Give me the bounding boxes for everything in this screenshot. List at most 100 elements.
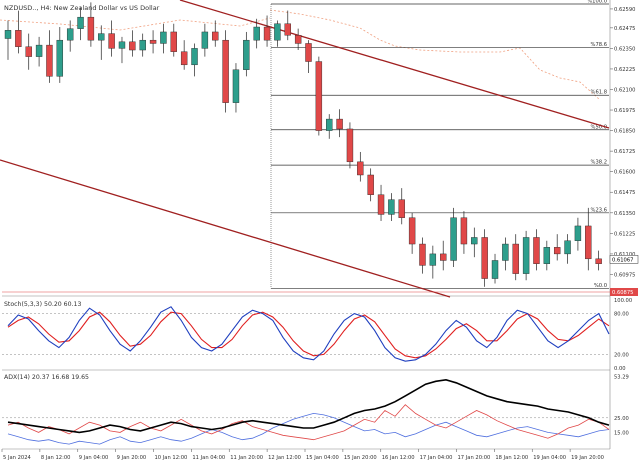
adx-panel[interactable] (2, 378, 610, 445)
candle-bull[interactable] (139, 39, 146, 51)
candle-bull[interactable] (502, 243, 509, 261)
candle-bull[interactable] (191, 48, 198, 66)
fib-level-label: %38.2 (591, 160, 607, 166)
candle-bull[interactable] (160, 31, 167, 44)
candle-bull[interactable] (4, 30, 12, 39)
symbol-title: NZDUSD.., H4: New Zealand Dollar vs US D… (4, 4, 160, 12)
price-tick-label: 0.61725 (614, 149, 635, 155)
candle-bear[interactable] (398, 199, 405, 218)
candle-bull[interactable] (564, 240, 571, 255)
candle-bear[interactable] (305, 43, 312, 62)
candle-bull[interactable] (201, 31, 209, 49)
candle-bear[interactable] (315, 61, 323, 131)
time-tick-label: 11 Jan 04:00 (192, 455, 225, 461)
candle-bear[interactable] (553, 247, 561, 255)
price-tick-label: 0.61975 (614, 108, 635, 114)
candle-bear[interactable] (294, 35, 302, 44)
fib-level-label: %78.6 (591, 42, 607, 48)
candle-bear[interactable] (15, 30, 22, 47)
price-tick-label: 0.61350 (614, 211, 635, 217)
price-tick-label: 0.62350 (614, 46, 635, 52)
candle-bear[interactable] (408, 217, 416, 245)
adx-axis-label: 53.29 (614, 374, 629, 380)
price-tick-label: 0.61850 (614, 129, 635, 135)
time-tick-label: 10 Jan 12:00 (155, 455, 188, 461)
time-tick-label: 19 Jan 04:00 (533, 455, 566, 461)
candle-bear[interactable] (460, 217, 468, 245)
candle-bull[interactable] (388, 199, 395, 215)
price-tick-label: 0.62100 (614, 87, 635, 93)
candle-bear[interactable] (149, 39, 157, 44)
candle-bull[interactable] (56, 39, 64, 77)
candle-bull[interactable] (543, 247, 551, 264)
channel-lower-line[interactable] (0, 159, 451, 298)
fib-level-label: %100.0 (587, 0, 607, 5)
time-tick-label: 15 Jan 20:00 (344, 455, 377, 461)
candle-bull[interactable] (77, 16, 84, 29)
candle-bull[interactable] (35, 44, 43, 57)
candle-bear[interactable] (284, 23, 291, 36)
candle-bear[interactable] (336, 118, 343, 130)
candle-bear[interactable] (46, 44, 53, 77)
candle-bear[interactable] (357, 161, 364, 176)
candle-bear[interactable] (170, 31, 177, 52)
adx-minus-di-line (7, 412, 610, 445)
fib-level-label: %61.8 (591, 90, 607, 96)
candle-bear[interactable] (595, 258, 602, 264)
time-tick-label: 9 Jan 20:00 (117, 455, 147, 461)
time-axis: 5 Jan 2024 8 Jan 12:00 9 Jan 04:00 9 Jan 20… (1, 449, 604, 461)
candle-bull[interactable] (253, 26, 260, 41)
candle-bull[interactable] (66, 28, 74, 41)
candle-bear[interactable] (222, 39, 229, 103)
stoch-axis-label: 20.00 (614, 352, 629, 358)
candle-bull[interactable] (429, 253, 437, 266)
stochastic-panel[interactable] (2, 306, 610, 362)
candle-bear[interactable] (108, 33, 115, 49)
ichimoku-cloud-line (269, 9, 601, 101)
adx-axis-label: 15.00 (614, 430, 629, 436)
candle-bear[interactable] (512, 243, 519, 274)
candle-bull[interactable] (118, 41, 126, 49)
candle-bear[interactable] (585, 225, 592, 260)
candle-bear[interactable] (377, 194, 385, 215)
price-tick-label: 0.62475 (614, 26, 635, 32)
candle-bear[interactable] (419, 243, 426, 266)
candle-bear[interactable] (263, 26, 271, 41)
candle-bear[interactable] (367, 174, 374, 195)
candle-bear[interactable] (87, 16, 95, 41)
candle-bull[interactable] (522, 237, 530, 274)
candle-bull[interactable] (326, 118, 333, 131)
candle-bull[interactable] (98, 33, 105, 41)
time-tick-label: 15 Jan 04:00 (306, 455, 339, 461)
adx-plus-di-line (7, 404, 610, 441)
candle-bull[interactable] (450, 217, 457, 261)
candle-bear[interactable] (346, 128, 354, 163)
candle-bear[interactable] (481, 237, 488, 279)
candle-bear[interactable] (212, 31, 219, 41)
fib-level-label: %0.0 (594, 283, 607, 289)
low-price-label: 0.60875 (612, 290, 633, 296)
stoch-signal-line (7, 311, 610, 359)
candle-bull[interactable] (274, 23, 281, 41)
candle-bear[interactable] (533, 237, 540, 264)
main-price-panel[interactable]: %100.0 %78.6 %61.8 %50.0 %38.2 %23.6 %0.0 (0, 0, 611, 450)
candle-bull[interactable] (471, 237, 478, 245)
candle-bear[interactable] (129, 41, 136, 51)
candle-bear[interactable] (25, 46, 32, 57)
stoch-axis-label: 100.00 (614, 298, 632, 304)
candle-bear[interactable] (440, 253, 447, 261)
candle-bull[interactable] (574, 225, 582, 241)
candle-bear[interactable] (180, 51, 188, 66)
price-tick-label: 0.61225 (614, 231, 635, 237)
time-tick-label: 17 Jan 20:00 (458, 455, 491, 461)
price-tick-label: 0.61100 (614, 252, 635, 258)
candle-bull[interactable] (232, 69, 240, 103)
fib-level-label: %50.0 (591, 124, 607, 130)
channel-upper-line[interactable] (179, 0, 610, 129)
candle-bull[interactable] (243, 39, 250, 70)
time-tick-label: 18 Jan 12:00 (495, 455, 528, 461)
candle-bull[interactable] (491, 260, 499, 279)
time-tick-label: 9 Jan 04:00 (79, 455, 109, 461)
current-price-tag (609, 255, 639, 264)
